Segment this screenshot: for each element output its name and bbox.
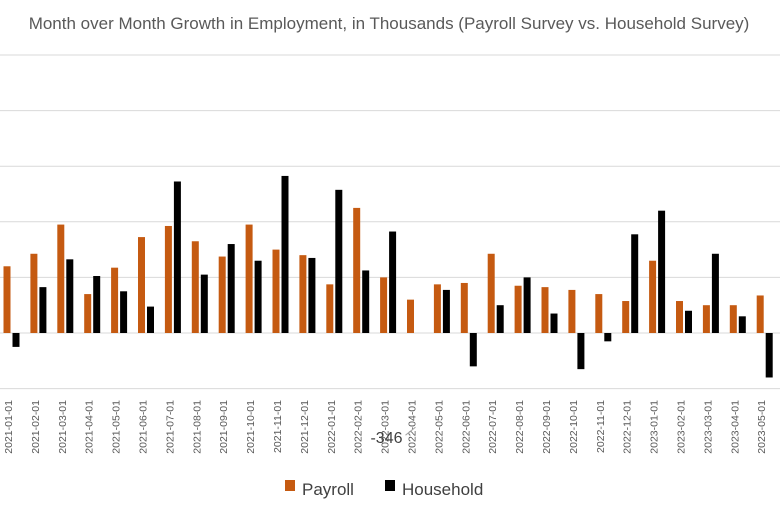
bar-household xyxy=(523,277,531,333)
bar-household xyxy=(765,333,773,378)
bar-payroll xyxy=(138,237,145,333)
x-tick-label: 2022-08-01 xyxy=(514,400,526,454)
bar-payroll xyxy=(191,241,199,333)
bar-payroll xyxy=(729,305,737,333)
x-tick-label: 2022-09-01 xyxy=(541,400,553,454)
bar-household xyxy=(147,306,154,333)
x-tick-label: 2021-04-01 xyxy=(84,400,96,454)
x-tick-label: 2022-10-01 xyxy=(568,400,580,454)
legend-label-payroll: Payroll xyxy=(302,480,354,499)
bar-payroll xyxy=(622,301,630,333)
x-tick-label: 2022-01-01 xyxy=(326,400,338,454)
annotation-label: -346 xyxy=(370,430,402,447)
bar-payroll xyxy=(84,294,92,333)
bar-payroll xyxy=(460,282,468,333)
bar-payroll xyxy=(380,277,388,333)
bar-household xyxy=(631,234,639,333)
x-tick-label: 2021-11-01 xyxy=(272,400,284,453)
x-tick-label: 2023-03-01 xyxy=(702,400,714,454)
bars xyxy=(3,175,773,378)
bar-household xyxy=(200,274,208,333)
bar-payroll xyxy=(326,284,334,333)
bar-payroll xyxy=(3,266,11,333)
bar-household xyxy=(389,231,397,333)
legend-swatch-household xyxy=(385,480,395,491)
bar-payroll xyxy=(433,284,441,333)
x-tick-label: 2021-02-01 xyxy=(30,400,42,454)
bar-payroll xyxy=(649,260,657,333)
bar-payroll xyxy=(568,289,576,333)
legend-label-household: Household xyxy=(402,480,483,499)
bar-household xyxy=(711,253,719,333)
x-tick-label: 2023-02-01 xyxy=(676,400,688,454)
bar-household xyxy=(577,333,585,370)
x-tick-label: 2022-12-01 xyxy=(622,400,634,454)
bar-household xyxy=(93,276,101,333)
x-tick-label: 2021-09-01 xyxy=(218,400,230,454)
chart-title: Month over Month Growth in Employment, i… xyxy=(29,14,750,33)
bar-household xyxy=(173,181,181,333)
bar-household xyxy=(12,333,20,347)
bar-payroll xyxy=(272,249,280,333)
x-tick-label: 2021-01-01 xyxy=(3,400,15,454)
bar-payroll xyxy=(111,267,119,333)
bar-payroll xyxy=(407,299,414,333)
bar-payroll xyxy=(595,294,603,333)
bar-household xyxy=(469,333,477,367)
bar-payroll xyxy=(30,253,38,333)
bar-household xyxy=(39,287,47,333)
x-tick-label: 2021-03-01 xyxy=(57,400,69,454)
x-tick-label: 2023-04-01 xyxy=(729,400,741,454)
bar-household xyxy=(281,175,289,333)
bar-payroll xyxy=(164,225,172,333)
bar-household xyxy=(120,291,128,333)
x-tick-label: 2021-10-01 xyxy=(245,400,257,454)
x-tick-label: 2022-04-01 xyxy=(407,400,419,454)
x-tick-label: 2022-07-01 xyxy=(487,400,499,454)
bar-household xyxy=(335,189,343,333)
bar-payroll xyxy=(353,207,361,333)
bar-household xyxy=(254,260,262,333)
x-tick-label: 2023-01-01 xyxy=(649,400,661,454)
bar-payroll xyxy=(676,301,683,333)
x-tick-label: 2021-07-01 xyxy=(164,400,176,454)
x-tick-label: 2021-06-01 xyxy=(138,400,150,454)
x-tick-label: 2022-05-01 xyxy=(433,400,445,454)
bar-payroll xyxy=(218,256,226,333)
bar-household xyxy=(658,210,666,333)
bar-payroll xyxy=(299,255,307,333)
bar-household xyxy=(604,333,612,342)
bar-household xyxy=(550,313,558,333)
x-tick-label: 2022-11-01 xyxy=(595,400,607,453)
x-tick-labels: 2021-01-01 2021-02-01 2021-03-01 2021-04-01… xyxy=(3,400,768,454)
bar-household xyxy=(362,270,370,333)
legend: Payroll Household xyxy=(285,480,483,499)
bar-payroll xyxy=(57,224,65,333)
x-tick-label: 2022-06-01 xyxy=(460,400,472,454)
bar-payroll xyxy=(702,305,710,333)
bar-payroll xyxy=(487,253,495,333)
x-tick-label: 2021-12-01 xyxy=(299,400,311,454)
x-tick-label: 2022-02-01 xyxy=(353,400,365,454)
annotations: -346 xyxy=(370,426,416,447)
bar-household xyxy=(442,289,450,333)
bar-household xyxy=(738,316,746,333)
bar-payroll xyxy=(514,285,522,333)
bar-household xyxy=(308,257,316,333)
x-tick-label: 2022-03-01 xyxy=(380,400,392,454)
x-tick-label: 2021-08-01 xyxy=(191,400,203,454)
bar-household xyxy=(227,244,235,333)
bar-household xyxy=(496,305,504,333)
x-tick-label: 2021-05-01 xyxy=(111,400,123,454)
bar-payroll xyxy=(756,295,764,333)
annotation-leader xyxy=(405,426,416,436)
bar-household xyxy=(66,259,74,333)
bar-payroll xyxy=(245,224,253,333)
bar-household xyxy=(685,310,692,333)
bar-payroll xyxy=(541,287,549,333)
legend-swatch-payroll xyxy=(285,480,295,491)
x-tick-label: 2023-05-01 xyxy=(756,400,768,454)
